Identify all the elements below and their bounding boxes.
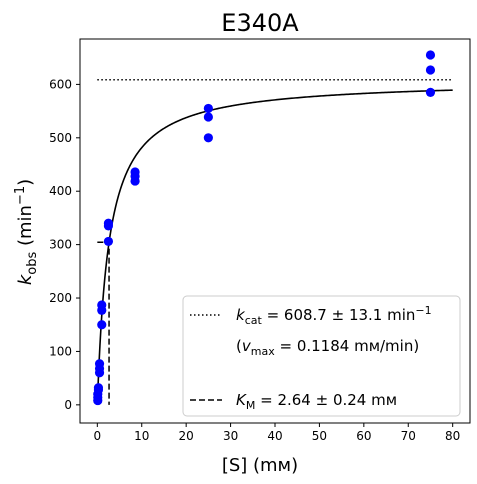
y-tick-label: 500 xyxy=(49,131,72,145)
x-tick-label: 40 xyxy=(267,429,282,443)
plot-area xyxy=(93,50,453,406)
legend-vmax-label: (vmax = 0.1184 mм/min) xyxy=(236,337,419,358)
fit-curve xyxy=(96,89,453,405)
x-tick-label: 20 xyxy=(179,429,194,443)
x-tick-label: 50 xyxy=(312,429,327,443)
axes: 0 10 20 30 40 50 60 70 80 0 100 200 300 400 500 600 xyxy=(49,38,471,443)
data-point xyxy=(130,167,140,177)
x-tick-label: 80 xyxy=(445,429,460,443)
data-point xyxy=(97,320,107,330)
data-point xyxy=(203,103,213,114)
x-tick-label: 70 xyxy=(401,429,416,443)
data-point xyxy=(425,65,436,75)
data-point xyxy=(203,112,213,122)
x-tick-label: 60 xyxy=(356,429,371,443)
y-tick-label: 300 xyxy=(49,238,72,252)
y-tick-label: 0 xyxy=(64,398,72,412)
x-tick-label: 0 xyxy=(94,429,102,443)
x-tick-label: 10 xyxy=(134,429,149,443)
data-point xyxy=(203,133,213,143)
legend: kcat = 608.7 ± 13.1 min−1 (vmax = 0.1184… xyxy=(182,295,461,417)
legend-km-label: KM = 2.64 ± 0.24 mм xyxy=(236,391,397,412)
data-point xyxy=(93,383,104,393)
data-point xyxy=(103,218,114,228)
data-point xyxy=(97,300,107,310)
legend-box xyxy=(182,295,461,417)
chart-title: E340A xyxy=(221,9,299,37)
y-tick-label: 200 xyxy=(49,291,72,305)
legend-kcat-label: kcat = 608.7 ± 13.1 min−1 xyxy=(236,304,432,327)
y-axis-label: kobs (min−1) xyxy=(13,179,40,285)
data-point xyxy=(425,87,436,98)
y-tick-label: 400 xyxy=(49,184,72,198)
data-point xyxy=(425,50,436,60)
y-tick-label: 600 xyxy=(49,77,72,91)
y-tick-label: 100 xyxy=(49,344,72,358)
data-point xyxy=(103,236,114,247)
x-axis-label: [S] (mм) xyxy=(222,455,298,476)
data-point xyxy=(94,359,105,369)
x-tick-label: 30 xyxy=(223,429,238,443)
